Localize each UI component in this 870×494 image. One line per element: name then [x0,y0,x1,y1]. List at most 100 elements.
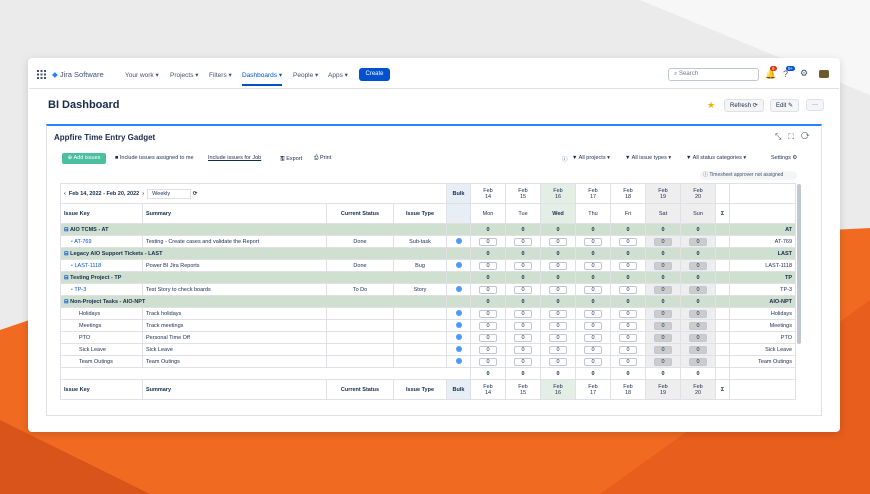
edit-button[interactable]: Edit ✎ [770,99,800,112]
export-button[interactable]: 🖫 Export [280,156,303,162]
hours-input[interactable]: 0 [654,309,672,318]
settings-button[interactable]: Settings ⚙ [771,155,798,161]
nav-item[interactable]: Apps ▾ [328,71,348,79]
filter-dropdown[interactable]: ▼ All status categories ▾ [686,155,746,161]
hours-input[interactable]: 0 [549,309,567,318]
reload-icon[interactable]: ⟳ [191,190,198,197]
help-icon[interactable]: ? [783,69,789,79]
bulk-edit-icon[interactable] [455,345,462,352]
hours-input[interactable]: 0 [689,357,707,366]
hours-input[interactable]: 0 [654,345,672,354]
hours-input[interactable]: 0 [619,261,637,270]
hours-input[interactable]: 0 [479,309,497,318]
issue-key-text[interactable]: LAST-1118 [74,262,102,269]
hours-input[interactable]: 0 [514,261,532,270]
hours-input[interactable]: 0 [584,333,602,342]
hours-input[interactable]: 0 [584,237,602,246]
prev-button[interactable]: ‹ [64,190,69,197]
hours-input[interactable]: 0 [549,285,567,294]
hours-input[interactable]: 0 [689,333,707,342]
hours-input[interactable]: 0 [479,345,497,354]
period-select[interactable]: Weekly [147,188,192,199]
hours-input[interactable]: 0 [514,321,532,330]
hours-input[interactable]: 0 [584,357,602,366]
hours-input[interactable]: 0 [619,237,637,246]
hours-input[interactable]: 0 [479,285,497,294]
hours-input[interactable]: 0 [689,237,707,246]
hours-input[interactable]: 0 [654,261,672,270]
hours-input[interactable]: 0 [654,237,672,246]
info-icon[interactable]: ⓘ [562,157,568,163]
add-issues-button[interactable]: ⊕ Add issues [62,153,106,164]
refresh-button[interactable]: Refresh ⟳ [724,99,764,112]
include-job-link[interactable]: Include issues for Job [208,155,262,161]
bulk-edit-icon[interactable] [455,357,462,364]
filter-dropdown[interactable]: ▼ All projects ▾ [572,155,610,161]
collapse-icon[interactable]: ⊟ [64,274,71,281]
hours-input[interactable]: 0 [689,321,707,330]
hours-input[interactable]: 0 [619,285,637,294]
filter-dropdown[interactable]: ▼ All issue types ▾ [625,155,671,161]
hours-input[interactable]: 0 [654,285,672,294]
hours-input[interactable]: 0 [689,285,707,294]
hours-input[interactable]: 0 [689,261,707,270]
create-button[interactable]: Create [359,68,390,81]
hours-input[interactable]: 0 [619,321,637,330]
hours-input[interactable]: 0 [514,309,532,318]
hours-input[interactable]: 0 [654,321,672,330]
nav-item[interactable]: People ▾ [293,71,318,79]
logo[interactable]: ◆ Jira Software [52,70,104,79]
star-icon[interactable]: ★ [707,100,716,110]
hours-input[interactable]: 0 [514,357,532,366]
bulk-edit-icon[interactable] [455,285,462,292]
print-button[interactable]: ⎙ Print [314,155,332,161]
include-assigned-checkbox[interactable]: ■ Include issues assigned to me [115,155,194,161]
hours-input[interactable]: 0 [479,357,497,366]
collapse-icon[interactable]: ⊟ [64,298,71,305]
bulk-edit-icon[interactable] [455,333,462,340]
bulk-edit-icon[interactable] [455,261,462,268]
bulk-edit-icon[interactable] [455,237,462,244]
hours-input[interactable]: 0 [549,333,567,342]
nav-item[interactable]: Your work ▾ [125,71,159,79]
nav-item[interactable]: Projects ▾ [170,71,199,79]
hours-input[interactable]: 0 [584,285,602,294]
collapse-icon[interactable]: ⊟ [64,226,70,233]
hours-input[interactable]: 0 [479,321,497,330]
issue-key-text[interactable]: AT-769 [74,238,92,245]
app-switcher[interactable] [37,70,46,79]
hours-input[interactable]: 0 [479,333,497,342]
hours-input[interactable]: 0 [479,237,497,246]
nav-item[interactable]: Filters ▾ [209,71,232,79]
next-button[interactable]: › [139,190,148,197]
hours-input[interactable]: 0 [654,357,672,366]
hours-input[interactable]: 0 [514,285,532,294]
gadget-actions[interactable]: ⤡⛶⟳ [775,132,817,141]
settings-icon[interactable]: ⚙ [800,68,809,78]
hours-input[interactable]: 0 [549,237,567,246]
nav-item[interactable]: Dashboards ▾ [242,71,283,86]
hours-input[interactable]: 0 [514,237,532,246]
hours-input[interactable]: 0 [479,261,497,270]
hours-input[interactable]: 0 [549,345,567,354]
hours-input[interactable]: 0 [689,309,707,318]
hours-input[interactable]: 0 [619,309,637,318]
search-box[interactable]: ⌕ Search [668,68,759,81]
hours-input[interactable]: 0 [549,321,567,330]
hours-input[interactable]: 0 [549,357,567,366]
hours-input[interactable]: 0 [549,261,567,270]
hours-input[interactable]: 0 [619,357,637,366]
hours-input[interactable]: 0 [689,345,707,354]
bulk-edit-icon[interactable] [455,321,462,328]
hours-input[interactable]: 0 [584,261,602,270]
hours-input[interactable]: 0 [514,333,532,342]
more-button[interactable]: ··· [806,99,824,111]
bulk-edit-icon[interactable] [455,309,462,316]
notifications-icon[interactable]: 🔔 [765,69,777,79]
hours-input[interactable]: 0 [584,309,602,318]
hours-input[interactable]: 0 [514,345,532,354]
hours-input[interactable]: 0 [584,321,602,330]
hours-input[interactable]: 0 [584,345,602,354]
issue-key-text[interactable]: TP-3 [74,286,87,293]
hours-input[interactable]: 0 [619,333,637,342]
